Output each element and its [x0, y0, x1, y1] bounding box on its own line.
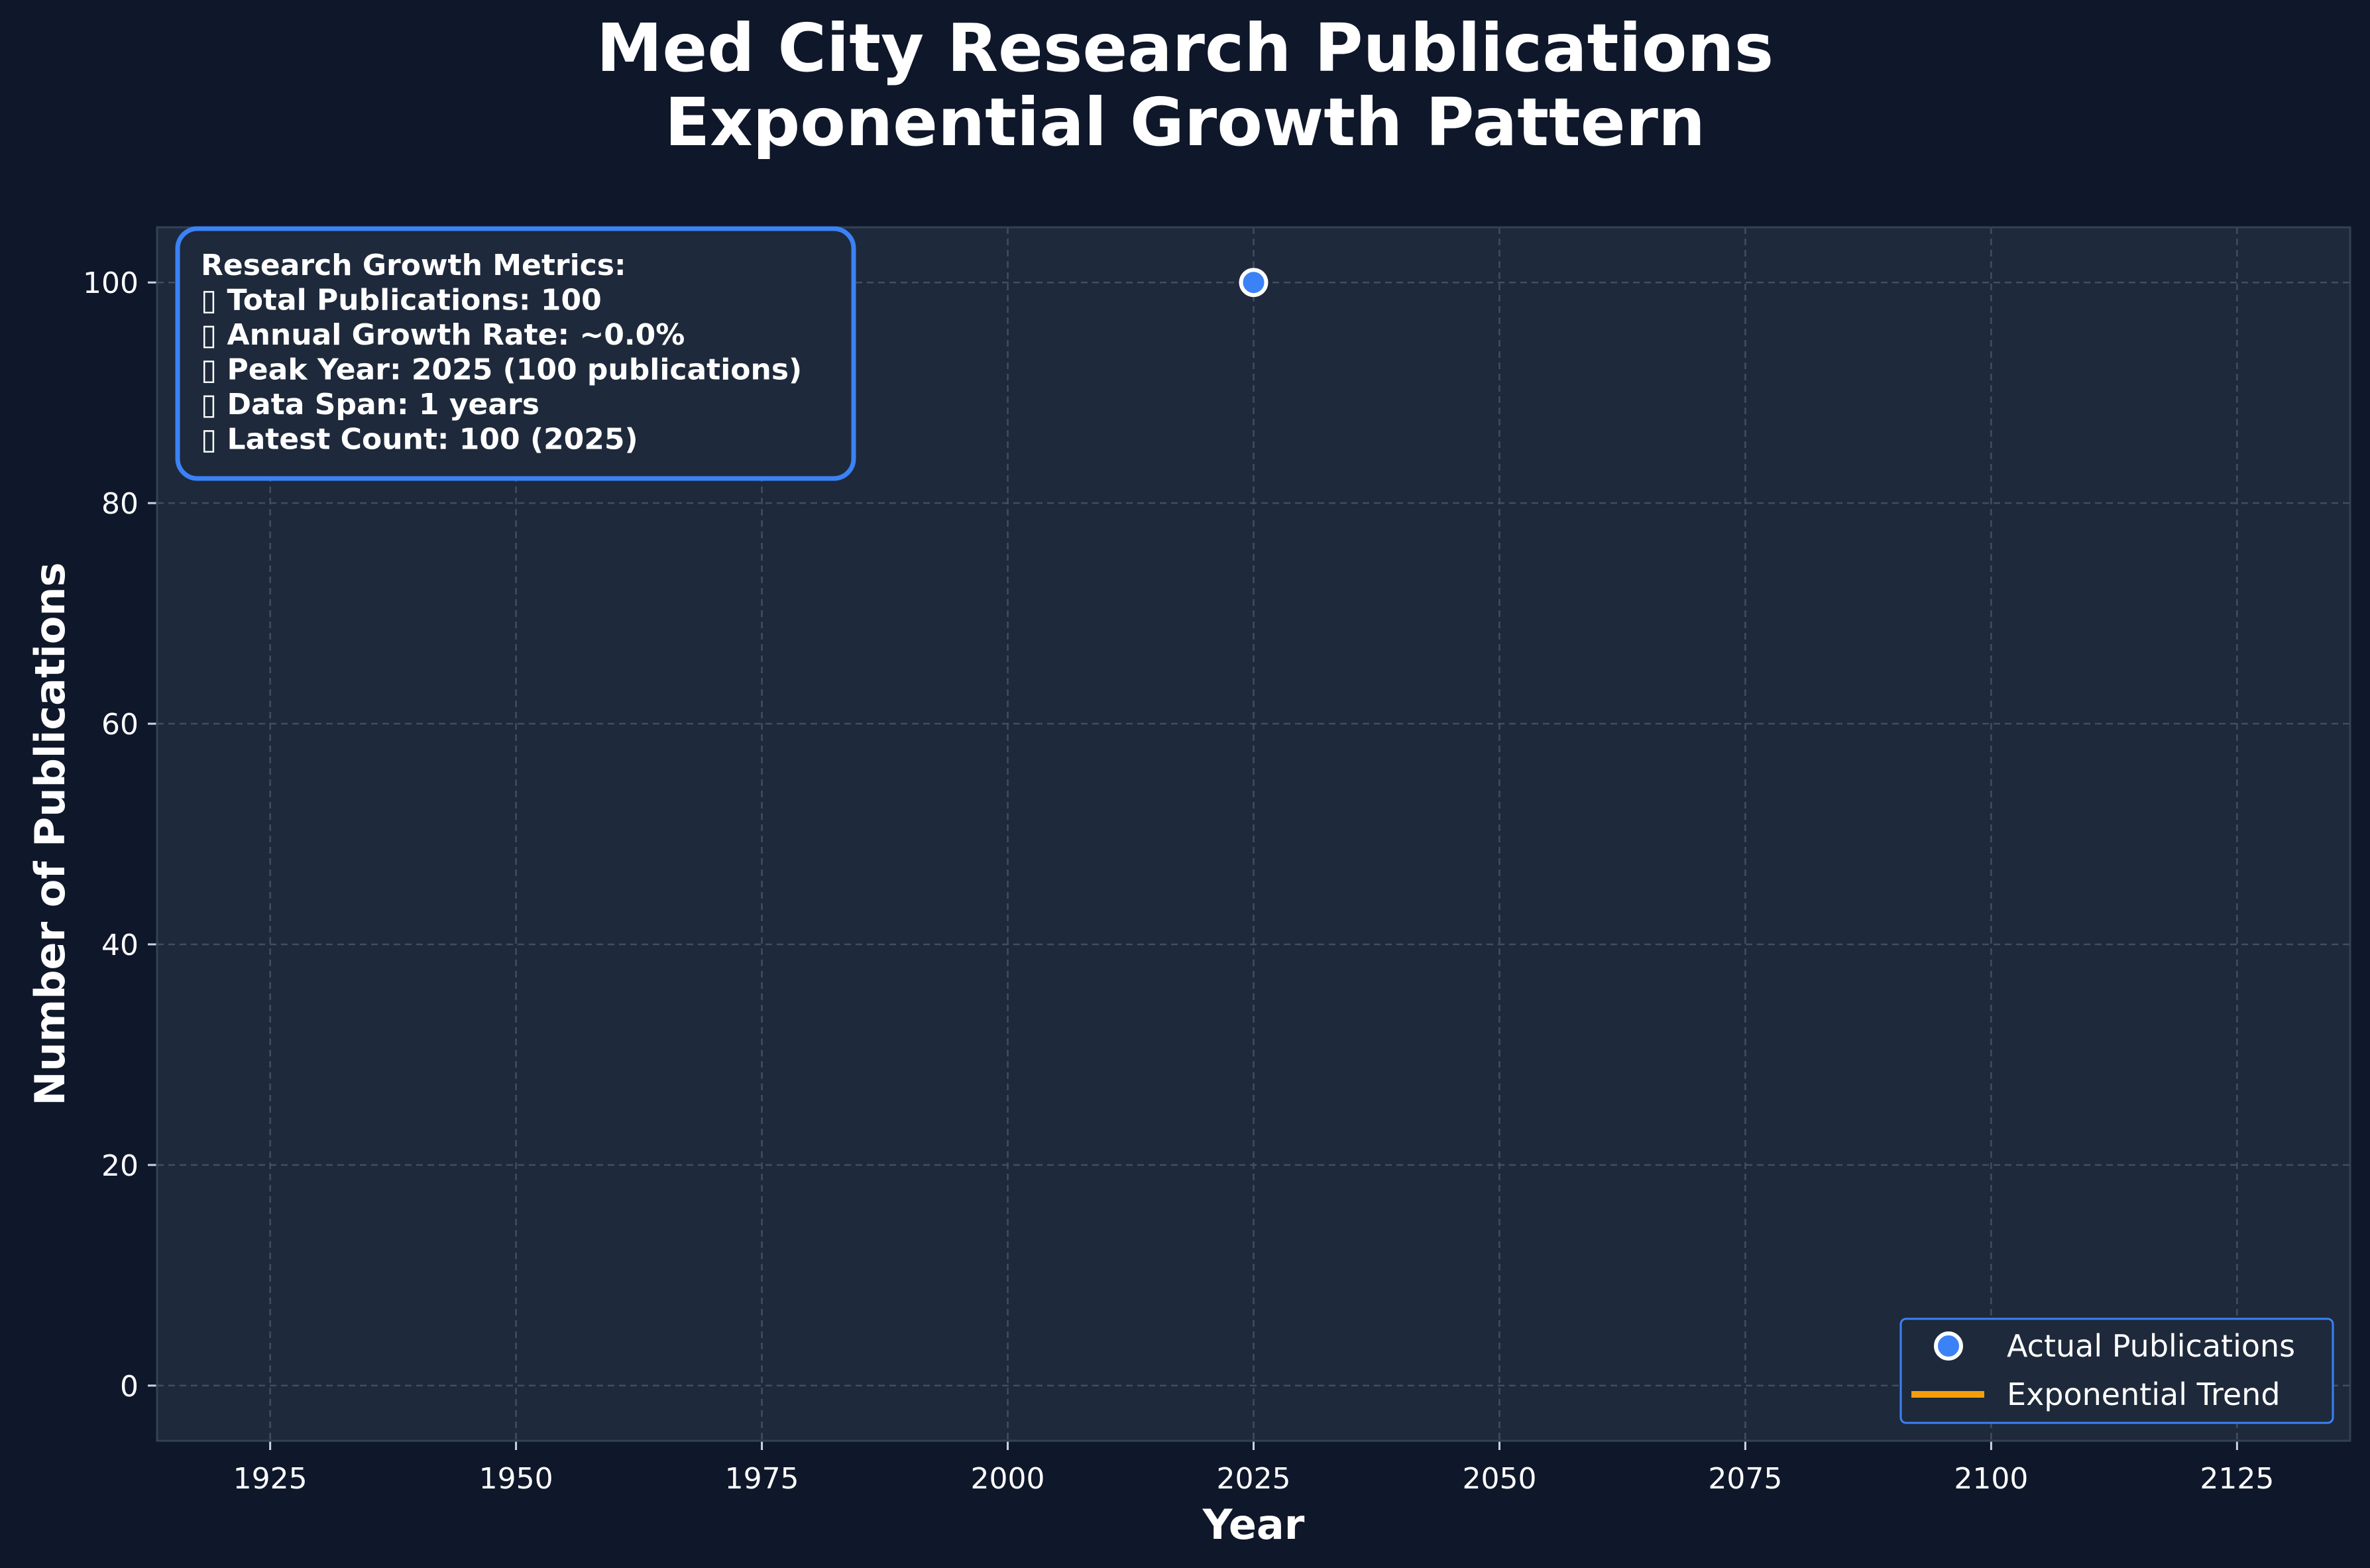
annotation-line: ▯ Latest Count: 100 (2025) [201, 423, 638, 457]
data-point [1239, 268, 1269, 298]
legend-marker [1934, 1331, 1963, 1361]
y-tick-label: 60 [101, 708, 139, 742]
y-tick-label: 40 [101, 928, 139, 962]
y-tick-label: 0 [120, 1370, 139, 1404]
chart-title-line-1: Med City Research Publications [596, 9, 1774, 87]
chart-title-line-2: Exponential Growth Pattern [664, 84, 1706, 161]
legend-label: Exponential Trend [2007, 1376, 2281, 1412]
y-tick-label: 80 [101, 487, 139, 521]
x-tick-label: 2075 [1708, 1462, 1782, 1496]
legend-label: Actual Publications [2007, 1328, 2295, 1364]
annotation-box [175, 226, 856, 481]
x-tick-label: 1975 [725, 1462, 799, 1496]
y-tick-label: 100 [83, 266, 139, 300]
x-tick-label: 1950 [479, 1462, 553, 1496]
x-tick-label: 2025 [1217, 1462, 1291, 1496]
x-tick-label: 1925 [233, 1462, 308, 1496]
x-tick-label: 2125 [2200, 1462, 2274, 1496]
annotation-line: Research Growth Metrics: [201, 249, 626, 282]
legend: Actual Publications Exponential Trend [1899, 1317, 2334, 1424]
x-axis-label: Year [1202, 1500, 1305, 1549]
annotation-line: ▯ Annual Growth Rate: ~0.0% [201, 318, 685, 352]
annotation-line: ▯ Peak Year: 2025 (100 publications) [201, 353, 802, 387]
x-tick-label: 2100 [1954, 1462, 2028, 1496]
y-tick-label: 20 [101, 1149, 139, 1183]
y-axis-label: Number of Publications [26, 563, 74, 1106]
x-tick-label: 2000 [971, 1462, 1045, 1496]
metrics-annotation: Research Growth Metrics:▯ Total Publicat… [175, 226, 856, 481]
data-marks [1239, 268, 1269, 298]
x-tick-label: 2050 [1462, 1462, 1536, 1496]
plot-frame [156, 226, 2351, 1442]
annotation-line: ▯ Total Publications: 100 [201, 284, 602, 317]
annotation-line: ▯ Data Span: 1 years [201, 388, 539, 421]
legend-box [1899, 1317, 2334, 1424]
axis-ticks: 1925 1950 1975 2000 2025 2050 2075 2100 2125 0 20 4… [83, 266, 2274, 1496]
